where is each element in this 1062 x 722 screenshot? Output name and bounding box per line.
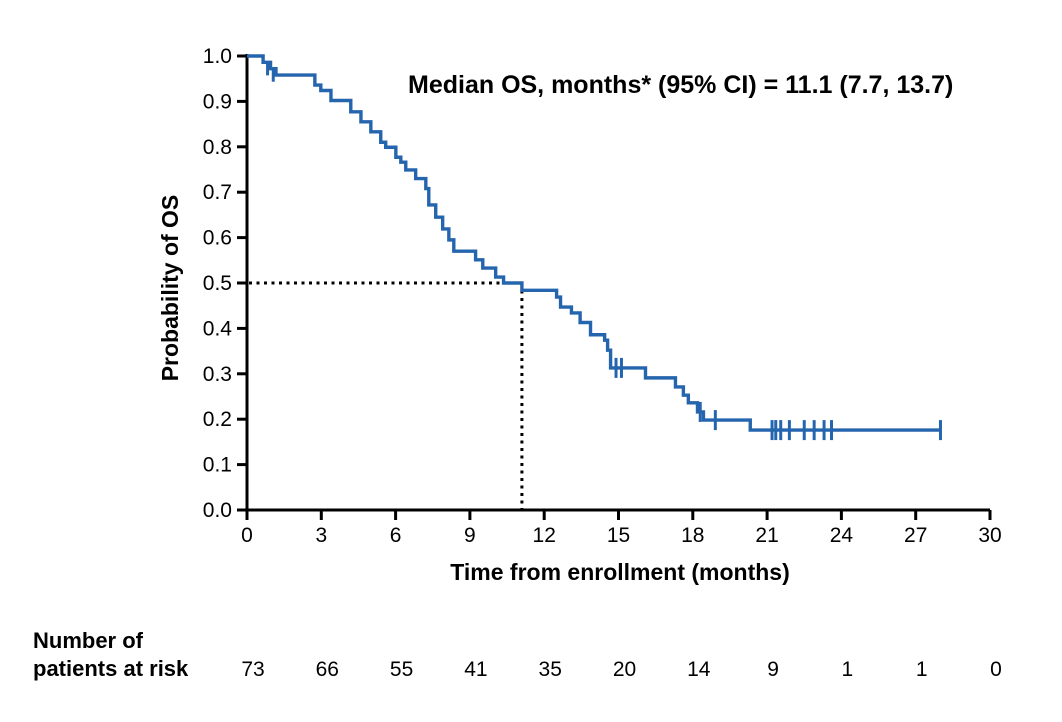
x-tick-label: 18 (681, 524, 704, 547)
x-tick-label: 24 (830, 524, 854, 547)
y-axis-title: Probability of OS (157, 194, 183, 382)
at-risk-label: Number of patients at risk (33, 627, 188, 683)
at-risk-value: 35 (539, 658, 562, 681)
at-risk-value: 20 (613, 658, 636, 681)
at-risk-value: 66 (316, 658, 339, 681)
y-tick-label: 1.0 (203, 45, 232, 68)
x-tick-label: 6 (390, 524, 402, 547)
x-tick-label: 15 (607, 524, 630, 547)
x-axis-title: Time from enrollment (months) (450, 559, 790, 585)
x-tick-label: 30 (978, 524, 1001, 547)
x-tick-label: 21 (755, 524, 778, 547)
at-risk-label-line2: patients at risk (33, 656, 189, 681)
y-tick-label: 0.6 (203, 227, 232, 250)
y-tick-label: 0.7 (203, 181, 232, 204)
y-tick-label: 0.4 (203, 317, 233, 340)
y-tick-label: 0.2 (203, 408, 232, 431)
x-tick-label: 9 (464, 524, 476, 547)
at-risk-value: 1 (842, 658, 854, 681)
y-tick-label: 0.9 (203, 90, 232, 113)
at-risk-value: 0 (990, 658, 1002, 681)
at-risk-value: 1 (916, 658, 928, 681)
x-tick-label: 12 (533, 524, 556, 547)
x-tick-label: 27 (904, 524, 927, 547)
at-risk-value: 41 (464, 658, 487, 681)
at-risk-label-line1: Number of (33, 628, 143, 653)
x-tick-label: 0 (241, 524, 253, 547)
at-risk-value: 73 (241, 658, 264, 681)
survival-step-curve (247, 54, 941, 432)
y-tick-label: 0.3 (203, 363, 232, 386)
y-tick-label: 0.8 (203, 136, 232, 159)
at-risk-value: 14 (687, 658, 711, 681)
median-os-annotation: Median OS, months* (95% CI) = 11.1 (7.7,… (408, 71, 954, 99)
y-tick-label: 0.5 (203, 272, 232, 295)
y-tick-label: 0.0 (203, 499, 232, 522)
x-tick-label: 3 (315, 524, 327, 547)
at-risk-value: 55 (390, 658, 413, 681)
at-risk-value: 9 (767, 658, 779, 681)
y-tick-label: 0.1 (203, 454, 232, 477)
